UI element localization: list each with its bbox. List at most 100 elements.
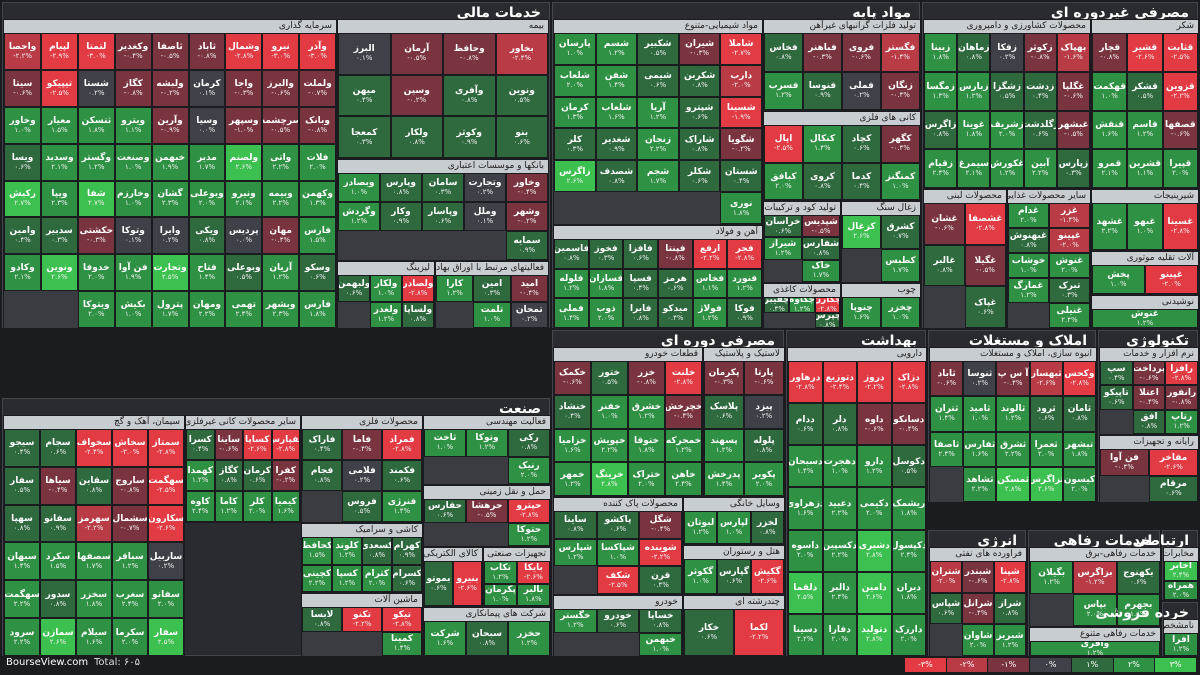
sector-title[interactable]: صنعت <box>499 401 541 417</box>
stock-tile[interactable]: خچرخش -۰.۴% <box>665 394 702 429</box>
stock-tile[interactable]: دیران ۱.۸% <box>891 571 926 614</box>
stock-tile[interactable]: غبشهر -۰.۵% <box>1056 110 1090 150</box>
stock-tile[interactable]: کرمان ۰.۱% <box>188 69 226 107</box>
stock-tile[interactable]: وتوکا ۰.۱% <box>114 217 152 255</box>
stock-tile[interactable]: سخزر ۱.۸% <box>76 580 112 619</box>
stock-tile[interactable]: وصنعت ۱.۰% <box>114 143 152 181</box>
industry-group[interactable]: حمل و نقل زمینی حپترو -۲.۸% حرهشا -۰.۵% حفارس… <box>423 485 551 547</box>
stock-tile[interactable]: ثنوسا ۰.۲% <box>963 361 997 397</box>
stock-tile[interactable]: ونوین ۰.۵% <box>495 74 548 117</box>
stock-tile[interactable]: شپنا -۲.۸% <box>994 561 1026 593</box>
stock-tile[interactable]: سدور ۰.۸% <box>40 580 76 619</box>
industry-group[interactable]: آلات تقلیه موتوری غپینو -۲.۰% پخش ۱.۰% <box>1091 251 1199 295</box>
stock-tile[interactable]: فمراد -۲.۸% <box>382 429 422 460</box>
stock-tile[interactable]: ثاصفا -۰.۵% <box>151 33 189 70</box>
stock-tile[interactable]: معیار ۱.۵% <box>41 106 78 144</box>
stock-tile[interactable]: رکی ۰.۸% <box>508 429 550 457</box>
stock-tile[interactable]: سخاش -۳.۰% <box>112 429 148 467</box>
sector-title[interactable]: خرده فروشی <box>1095 605 1189 621</box>
stock-tile[interactable]: حکشتی -۰.۳% <box>77 217 115 255</box>
industry-title[interactable]: دارویی <box>788 348 926 361</box>
stock-tile[interactable]: ولکار ۰.۸% <box>390 116 443 158</box>
industry-group[interactable]: مواد شیمیایی-متنوع شاملا -۲.۷% شیران -۰.۳% شک… <box>553 19 763 225</box>
industry-group[interactable]: شکر قثابت -۲.۵% قشیر -۲.۶% قچار -۰.۸% قزوین -۲.۲… <box>1091 19 1199 189</box>
stock-tile[interactable]: چکاوه ۱.۲% <box>789 297 815 313</box>
stock-tile[interactable]: وسپهر -۱.۰% <box>225 106 263 144</box>
stock-tile[interactable]: رانفور -۰.۸% <box>1165 385 1198 410</box>
sector-title[interactable]: انرژی <box>977 533 1017 549</box>
stock-tile[interactable]: گشان ۲.۳% <box>151 180 189 218</box>
stock-tile[interactable]: بکیش ۱.۰% <box>114 291 152 328</box>
stock-tile[interactable]: ختور ۰.۵% <box>591 361 628 395</box>
stock-tile[interactable]: فلامی ۰.۲% <box>342 460 383 491</box>
stock-tile[interactable]: میهن ۰.۴% <box>338 74 391 117</box>
stock-tile[interactable]: فنرژی ۱.۴% <box>382 491 422 522</box>
stock-tile[interactable]: فلوله ۱.۲% <box>554 268 589 299</box>
industry-group[interactable]: هتل و رستوران گکیش -۲.۶% گپارس ۰.۶% گکوثر ۱.۰% <box>683 545 785 595</box>
stock-tile[interactable]: شلعاب ۲.۰% <box>554 64 596 97</box>
stock-tile[interactable]: فپنتا -۰.۸% <box>658 239 693 269</box>
stock-tile[interactable]: فسازان ۱.۸% <box>588 268 624 299</box>
stock-tile[interactable]: غبهنوش ۰.۸% <box>1008 228 1049 253</box>
stock-tile[interactable]: پدرخش ۱.۴% <box>704 462 744 496</box>
stock-tile[interactable]: درهاور -۲.۸% <box>788 361 823 404</box>
stock-tile[interactable]: نیرو -۳.۰% <box>262 33 300 70</box>
stock-tile[interactable]: شپارس ۱.۲% <box>554 538 597 567</box>
stock-tile[interactable]: وپاسار ۰.۶% <box>422 202 464 231</box>
stock-tile[interactable]: فخاس ۱.۱% <box>692 268 728 299</box>
industry-group[interactable]: فراورده های نفتی شپنا -۲.۸% شبندر -۰.۶% شتران… <box>929 547 1027 657</box>
stock-tile[interactable]: مدیر ۱.۷% <box>188 143 226 181</box>
stock-tile[interactable]: پسهند ۱.۲% <box>704 428 744 463</box>
stock-tile[interactable]: تکاب ۱.۲% <box>484 561 517 584</box>
stock-tile[interactable]: بایکا -۲.۶% <box>517 561 550 584</box>
stock-tile[interactable]: غشصفا -۲.۸% <box>965 203 1006 245</box>
industry-title[interactable]: شرکت های پیمانکاری <box>424 608 550 621</box>
industry-title[interactable]: فعالیتهای مرتبط با اوراق بهادار <box>436 262 548 275</box>
stock-tile[interactable]: ولبشه -۰.۲% <box>151 69 189 107</box>
stock-tile[interactable]: قرن ۰.۴% <box>639 566 682 594</box>
stock-tile[interactable]: رافزا -۲.۸% <box>1165 361 1198 386</box>
industry-group[interactable]: زغال سنگ کشرق ۰.۷% کزغال ۲.۶% کطبس ۱.۷% <box>841 201 921 283</box>
industry-group[interactable]: سایر محصولات غذایی غزر -۱.۴% غدام ۲.۰% غپینو -… <box>1007 189 1091 329</box>
stock-tile[interactable]: ثتسکن ۱.۸% <box>77 106 115 144</box>
stock-tile[interactable]: دروز -۲.۲% <box>857 361 892 404</box>
stock-tile[interactable]: ساربیل ۰.۲% <box>148 542 184 581</box>
industry-group[interactable]: لیزینگ ولصادر -۲.۸% ولکار ۱.۰% ولبهمن ۰.۶% ولسا… <box>337 261 435 329</box>
stock-tile[interactable]: فاما -۰.۴% <box>342 429 383 460</box>
industry-group[interactable]: کانی های فلزی کگهر -۰.۴% کچاد ۰.۶% کنکال ۱.۴% ا… <box>763 111 921 201</box>
stock-tile[interactable]: ذوب ۲.۰% <box>588 298 624 328</box>
stock-tile[interactable]: سفار ۲.۵% <box>148 618 184 656</box>
stock-tile[interactable]: کشرق ۰.۷% <box>881 215 920 249</box>
stock-tile[interactable]: ثعمرا ۲.۰% <box>1029 431 1063 467</box>
stock-tile[interactable]: رنیک ۲.۰% <box>508 456 550 484</box>
stock-tile[interactable]: زاگرس ۲.۶% <box>554 160 596 193</box>
stock-tile[interactable]: کارا ۱.۲% <box>436 275 474 302</box>
stock-tile[interactable]: فتاح ۱.۴% <box>188 254 226 292</box>
industry-title[interactable]: حمل و نقل زمینی <box>424 486 550 499</box>
sector-title[interactable]: مواد پایه <box>852 5 911 21</box>
stock-tile[interactable]: غپینو -۲.۰% <box>1145 265 1198 294</box>
stock-tile[interactable]: کسرا ۰.۴% <box>186 429 215 460</box>
industry-title[interactable]: سایر محصولات کانی غیرفلزی <box>186 416 300 429</box>
industry-title[interactable]: وسایل خانگی <box>684 498 784 511</box>
stock-tile[interactable]: دارزک ۲.۰% <box>891 613 926 656</box>
stock-tile[interactable]: کدما ۰.۴% <box>842 162 881 200</box>
stock-tile[interactable]: زنجان ۲.۲% <box>637 128 679 161</box>
stock-tile[interactable]: ثاصفا ۲.۴% <box>930 431 964 467</box>
industry-group[interactable]: نرم افزار و خدمات رافزا -۲.۸% پرداخت -۰.۶% سپ… <box>1099 347 1199 435</box>
stock-tile[interactable]: قزوین -۲.۲% <box>1162 71 1198 111</box>
stock-tile[interactable]: ونیرو ۲.۱% <box>225 180 263 218</box>
stock-tile[interactable]: فایرا ۰.۸% <box>623 298 659 328</box>
stock-tile[interactable]: کفپارس-۲.۸% <box>271 429 300 460</box>
stock-tile[interactable]: غپینو -۲.۰% <box>1049 228 1090 253</box>
stock-tile[interactable]: ثفارس ۱.۶% <box>963 431 997 467</box>
stock-tile[interactable]: دکوسل ۰.۵% <box>891 445 926 488</box>
stock-tile[interactable]: وتوکا ۱.۲% <box>466 429 508 457</box>
stock-tile[interactable]: غویتا ۱.۸% <box>957 110 991 150</box>
industry-title[interactable]: تجهیزات صنعتی <box>484 548 550 561</box>
stock-tile[interactable]: سفانو ۰.۹% <box>40 504 76 543</box>
stock-tile[interactable]: کرمان ۰.۶% <box>243 460 272 491</box>
industry-title[interactable]: شکر <box>1092 20 1198 33</box>
stock-tile[interactable]: سیاها -۰.۴% <box>40 466 76 505</box>
stock-tile[interactable]: وبوعلی ۰.۵% <box>225 254 263 292</box>
